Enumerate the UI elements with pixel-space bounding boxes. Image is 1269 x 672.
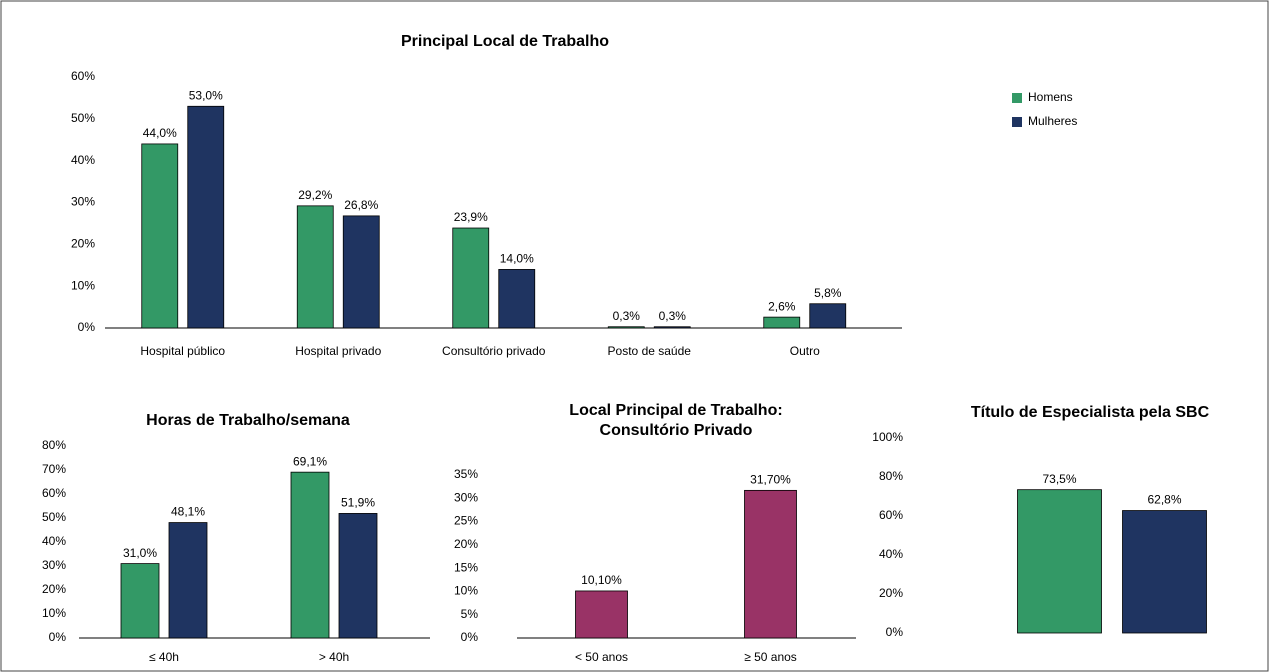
x-tick-label: < 50 anos (575, 650, 628, 664)
data-label: 2,6% (768, 299, 796, 313)
bar (187, 105, 225, 329)
chart-title: Local Principal de Trabalho: (569, 402, 782, 419)
bar (141, 143, 179, 329)
chart-title: Principal Local de Trabalho (401, 33, 609, 50)
bar (120, 563, 160, 639)
y-tick-label: 30% (454, 490, 478, 504)
bar (575, 590, 628, 639)
legend-swatch (1012, 117, 1022, 127)
data-label: 44,0% (143, 126, 177, 140)
y-tick-label: 0% (461, 630, 479, 644)
data-label: 62,8% (1147, 493, 1181, 507)
bar (168, 522, 208, 639)
y-tick-label: 10% (71, 278, 95, 292)
data-label: 10,10% (581, 573, 622, 587)
y-tick-label: 35% (454, 467, 478, 481)
y-tick-label: 10% (454, 584, 478, 598)
bar (498, 269, 536, 329)
y-tick-label: 0% (78, 320, 96, 334)
x-tick-label: Outro (790, 344, 820, 358)
y-tick-label: 30% (42, 558, 66, 572)
y-tick-label: 60% (71, 69, 95, 83)
data-label: 29,2% (298, 188, 332, 202)
y-tick-label: 50% (42, 510, 66, 524)
bar (653, 326, 691, 329)
data-label: 26,8% (344, 198, 378, 212)
data-label: 0,3% (659, 309, 687, 323)
data-label: 73,5% (1042, 472, 1076, 486)
x-tick-label: ≤ 40h (149, 650, 179, 664)
y-tick-label: 20% (42, 582, 66, 596)
y-tick-label: 40% (71, 153, 95, 167)
bar (342, 215, 380, 329)
data-label: 0,3% (613, 309, 641, 323)
y-tick-label: 25% (454, 514, 478, 528)
data-label: 69,1% (293, 454, 327, 468)
data-label: 51,9% (341, 496, 375, 510)
data-label: 14,0% (500, 252, 534, 266)
data-label: 31,0% (123, 546, 157, 560)
y-tick-label: 80% (42, 438, 66, 452)
legend-label: Mulheres (1028, 114, 1077, 128)
bar (296, 205, 334, 329)
bar (607, 326, 645, 329)
bar (763, 316, 801, 329)
x-tick-label: > 40h (319, 650, 349, 664)
x-tick-label: ≥ 50 anos (744, 650, 797, 664)
y-tick-label: 60% (42, 486, 66, 500)
data-label: 31,70% (750, 473, 791, 487)
y-tick-label: 80% (879, 469, 903, 483)
bar (744, 489, 797, 639)
data-label: 53,0% (189, 88, 223, 102)
y-tick-label: 20% (454, 537, 478, 551)
y-tick-label: 10% (42, 606, 66, 620)
y-tick-label: 20% (879, 586, 903, 600)
x-tick-label: Hospital público (140, 344, 225, 358)
chart-title: Horas de Trabalho/semana (146, 412, 350, 429)
bar (290, 471, 330, 639)
bar (452, 227, 490, 329)
y-tick-label: 100% (872, 430, 903, 444)
data-label: 48,1% (171, 505, 205, 519)
x-tick-label: Consultório privado (442, 344, 546, 358)
y-tick-label: 0% (49, 630, 67, 644)
legend-label: Homens (1028, 90, 1073, 104)
x-tick-label: Hospital privado (295, 344, 381, 358)
y-tick-label: 50% (71, 111, 95, 125)
y-tick-label: 30% (71, 195, 95, 209)
data-label: 5,8% (814, 286, 842, 300)
y-tick-label: 40% (42, 534, 66, 548)
bar (338, 513, 378, 639)
bar (809, 303, 847, 329)
y-tick-label: 60% (879, 508, 903, 522)
legend-swatch (1012, 93, 1022, 103)
chart-title: Consultório Privado (600, 422, 753, 439)
bar (1017, 489, 1102, 634)
y-tick-label: 40% (879, 547, 903, 561)
y-tick-label: 70% (42, 462, 66, 476)
y-tick-label: 15% (454, 560, 478, 574)
data-label: 23,9% (454, 210, 488, 224)
x-tick-label: Posto de saúde (608, 344, 692, 358)
chart-title: Título de Especialista pela SBC (971, 404, 1210, 421)
bar (1122, 510, 1207, 634)
y-tick-label: 20% (71, 237, 95, 251)
y-tick-label: 0% (886, 625, 904, 639)
y-tick-label: 5% (461, 607, 479, 621)
